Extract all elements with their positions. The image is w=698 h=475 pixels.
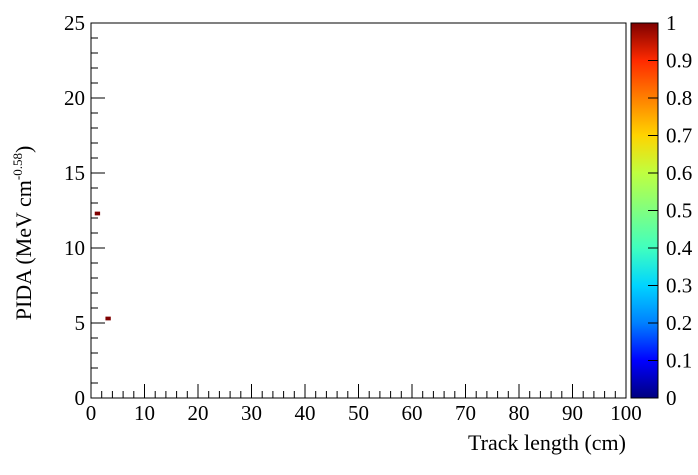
x-tick-label: 40 <box>295 401 316 425</box>
x-tick-label: 60 <box>402 401 423 425</box>
color-scale-tick-label: 1 <box>666 11 677 35</box>
x-axis-title: Track length (cm) <box>468 430 626 455</box>
y-tick-label: 5 <box>75 311 86 335</box>
color-scale-tick-label: 0.3 <box>666 274 692 298</box>
heatmap-cell <box>105 316 111 321</box>
color-scale-tick-label: 0.8 <box>666 86 692 110</box>
color-scale-tick-label: 0.1 <box>666 349 692 373</box>
y-tick-label: 25 <box>64 11 85 35</box>
color-scale-tick-label: 0.2 <box>666 311 692 335</box>
y-tick-label: 10 <box>64 236 85 260</box>
plot-frame <box>90 22 627 399</box>
y-axis-title: PIDA (MeV cm-0.58) <box>10 146 36 321</box>
y-tick-label: 20 <box>64 86 85 110</box>
plot-area: 0 10 20 30 40 50 60 70 80 90 100 0 5 10 15 20 25 <box>64 11 642 425</box>
x-tick-label: 80 <box>509 401 530 425</box>
y-tick-label: 15 <box>64 161 85 185</box>
x-tick-label: 70 <box>455 401 476 425</box>
x-tick-label: 100 <box>610 401 642 425</box>
x-tick-label: 90 <box>562 401 583 425</box>
x-tick-label: 0 <box>86 401 97 425</box>
color-scale-bar: 0 0.1 0.2 0.3 0.4 0.5 0.6 0.7 0.8 0.9 1 <box>630 11 693 410</box>
color-scale-tick-label: 0.9 <box>666 49 692 73</box>
x-tick-label: 50 <box>348 401 369 425</box>
y-tick-label: 0 <box>75 386 86 410</box>
y-axis-title-close: ) <box>11 146 36 153</box>
x-tick-label: 30 <box>241 401 262 425</box>
color-scale-tick-label: 0 <box>666 386 677 410</box>
heatmap-cell <box>94 211 101 216</box>
x-tick-label: 10 <box>134 401 155 425</box>
x-tick-label: 20 <box>188 401 209 425</box>
color-scale-tick-label: 0.4 <box>666 236 693 260</box>
color-scale-tick-label: 0.6 <box>666 161 692 185</box>
color-scale-tick-label: 0.5 <box>666 199 692 223</box>
y-axis-title-main: PIDA (MeV cm <box>11 180 36 320</box>
y-axis-title-exponent: -0.58 <box>10 153 25 180</box>
color-scale-tick-label: 0.7 <box>666 124 692 148</box>
